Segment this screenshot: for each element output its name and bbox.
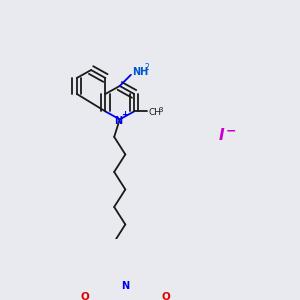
Text: 2: 2 [144, 63, 149, 72]
Text: NH: NH [133, 67, 149, 76]
Text: O: O [161, 292, 170, 300]
Text: N: N [121, 281, 129, 291]
Text: N: N [114, 116, 122, 126]
Text: 3: 3 [158, 107, 163, 113]
Text: CH: CH [148, 108, 161, 117]
Text: I: I [219, 128, 224, 143]
Text: O: O [81, 292, 89, 300]
Text: +: + [121, 110, 128, 119]
Text: −: − [226, 124, 236, 137]
